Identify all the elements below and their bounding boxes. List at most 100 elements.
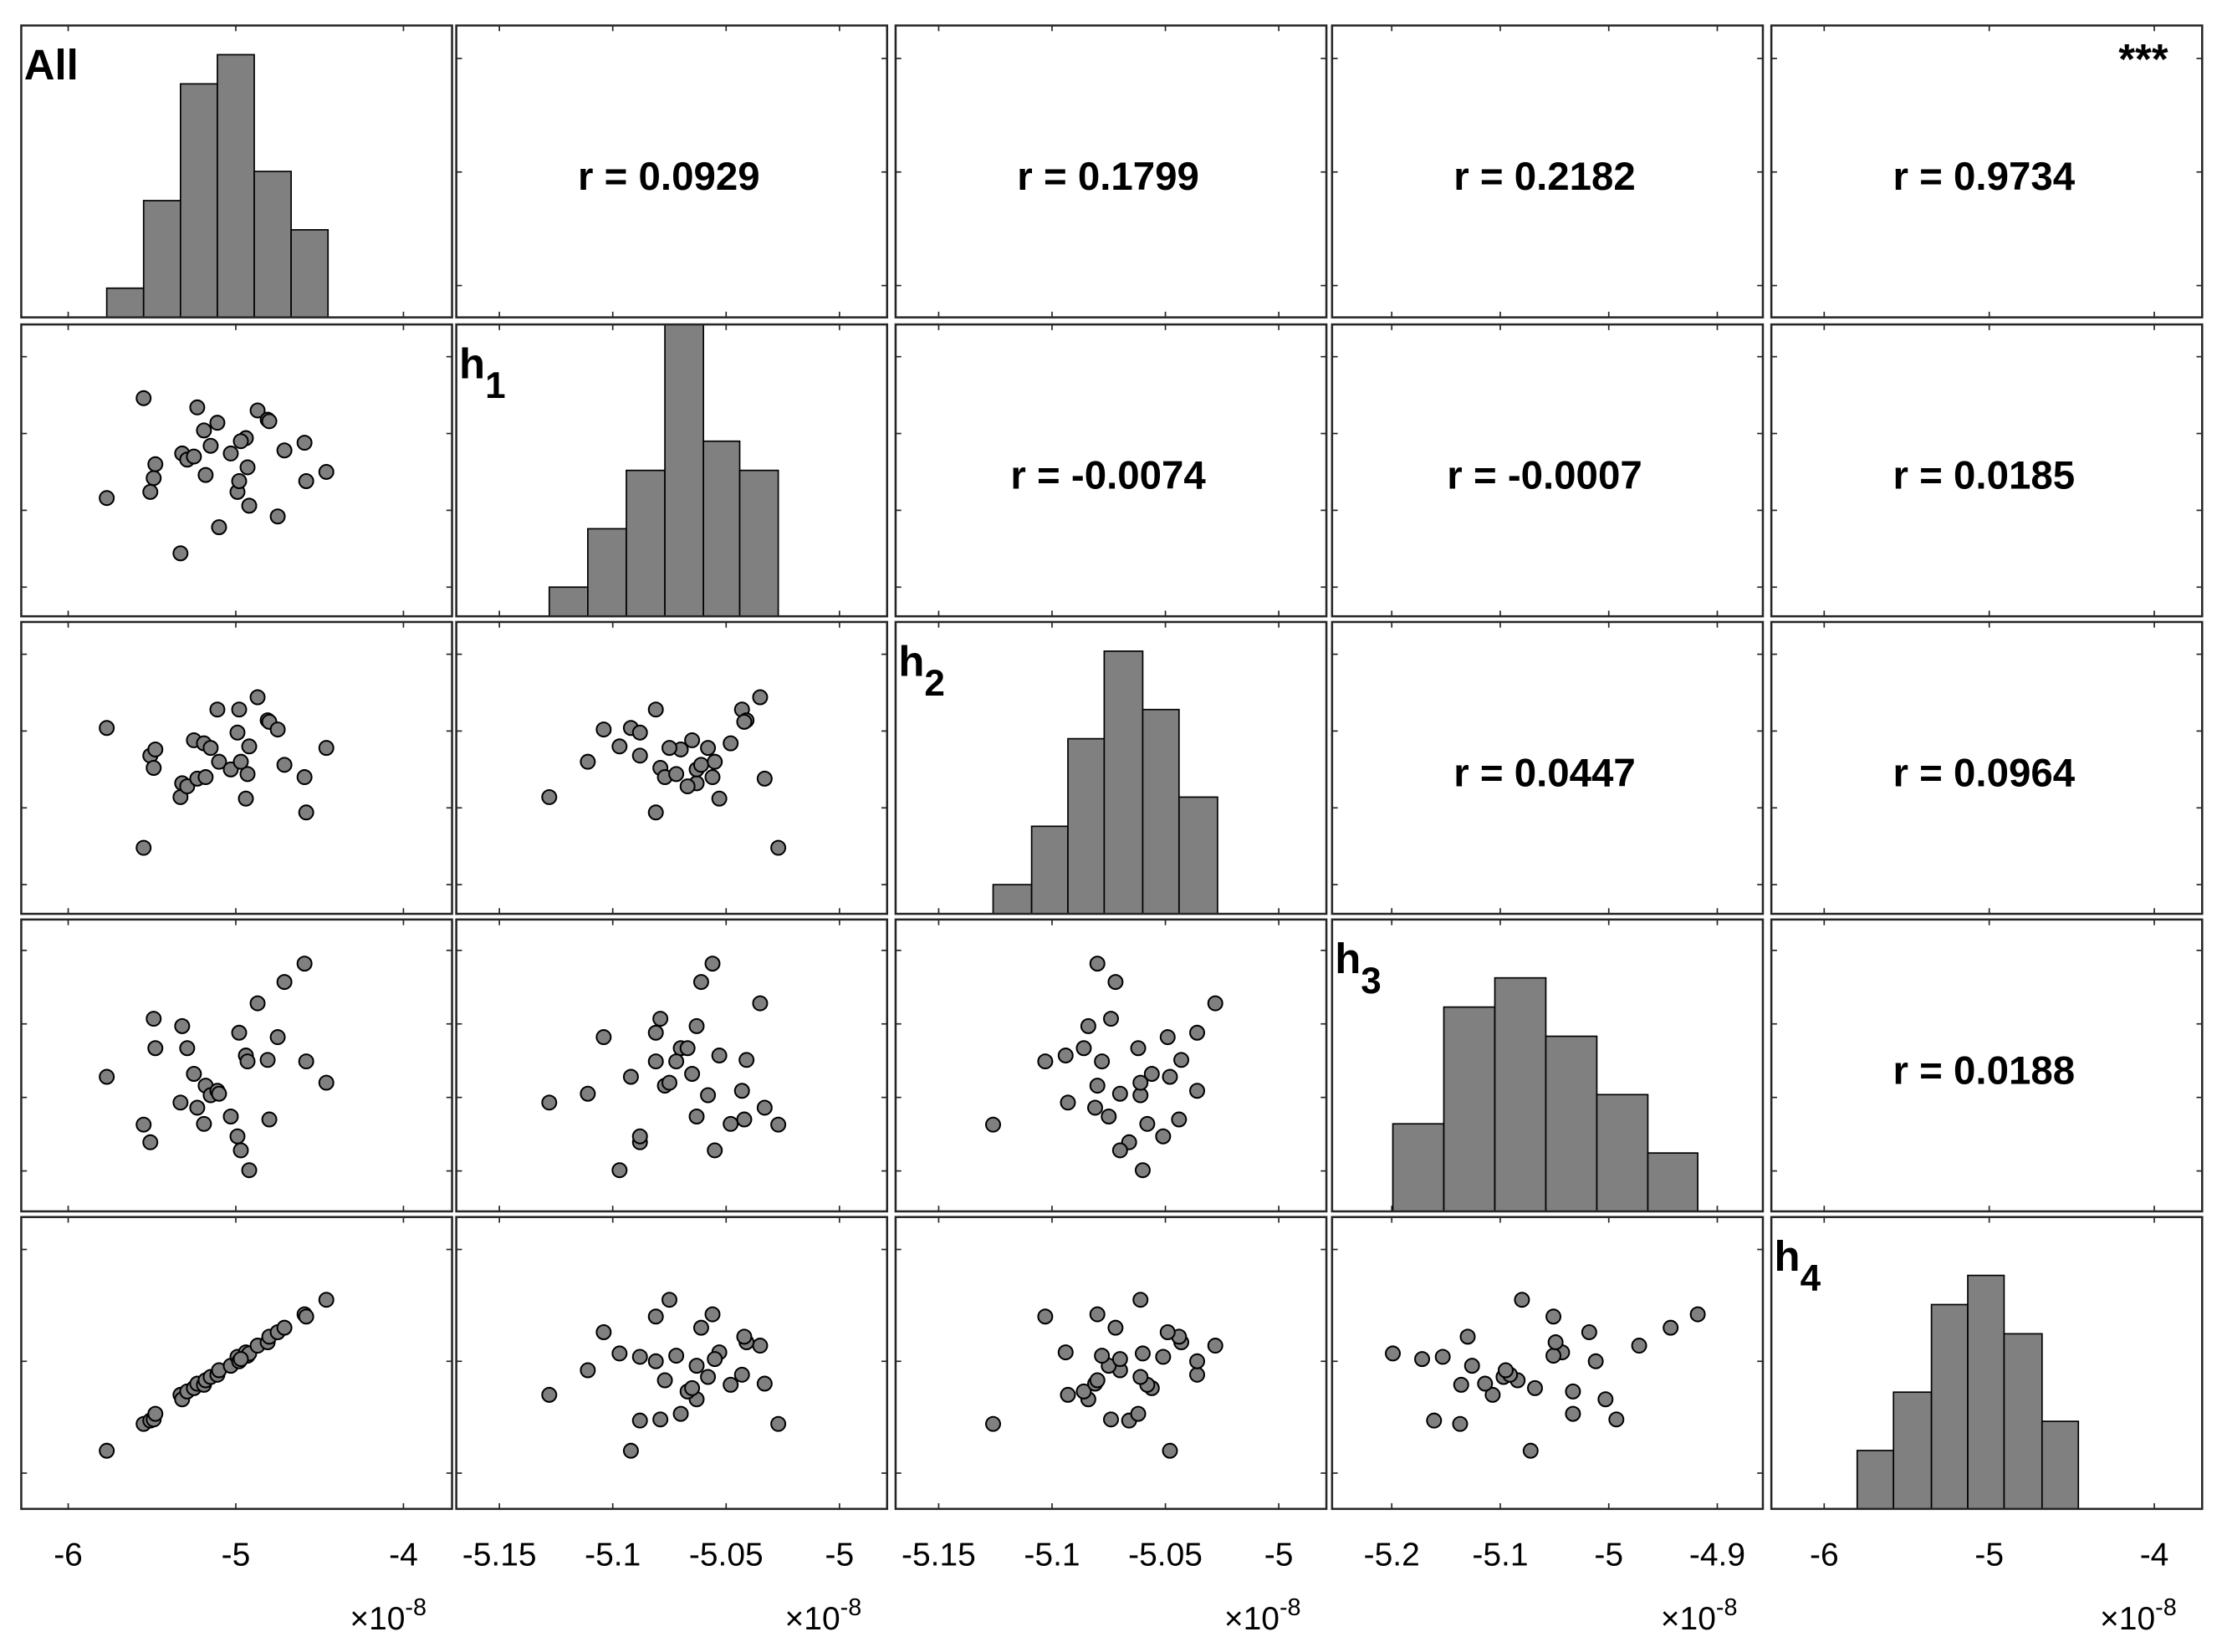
scatter-point [1565,1383,1581,1400]
scatter-point [1452,1415,1469,1432]
scatter-point [261,413,278,430]
scatter-point [1545,1308,1562,1325]
scatter-point [241,738,258,755]
scatter-point [700,1369,717,1385]
scatter-point [595,721,612,738]
scatter-point [189,399,206,416]
correlation-label: r = -0.0007 [1447,454,1642,498]
axis-multiplier: ×10-8 [785,1594,862,1637]
x-tick-label: -5 [825,1537,855,1573]
histogram-bar [992,884,1033,915]
multiplier-exponent: -8 [1280,1594,1301,1621]
panel-frame [1770,323,2204,618]
scatter-point [647,701,664,718]
scatter-point [770,1116,787,1133]
scatter-point [196,422,212,439]
histogram-bar [1930,1303,1969,1510]
variable-subscript: 3 [1361,961,1381,1002]
scatter-point [1162,1068,1178,1085]
panel-frame [1770,1216,2204,1511]
variable-label: All [24,41,79,89]
scatter-point [135,839,152,856]
scatter-point [318,463,335,480]
scatter-point [688,1017,705,1034]
panel-frame [20,918,453,1213]
scatter-point [276,757,293,773]
scatter-point [1155,1128,1172,1145]
scatter-point [1057,1048,1074,1064]
scatter-point [1497,1362,1514,1379]
variable-subscript: 2 [924,663,944,704]
scatter-point [1414,1351,1431,1368]
x-tick-label: -5 [1974,1537,2004,1573]
scatter-point [269,721,286,738]
panel-frame [1770,24,2204,319]
scatter-point [147,741,164,757]
scatter-point [668,1348,685,1364]
scatter-point [652,1011,669,1027]
scatter-point [318,1292,335,1308]
scatter-point [146,470,162,487]
scatter-point [688,1358,705,1374]
histogram-bar [1647,1152,1698,1212]
scatter-point [647,1353,664,1369]
scatter-point [1060,1386,1076,1403]
multiplier-exponent: -8 [1716,1594,1738,1621]
scatter-point [231,1024,248,1041]
scatter-point [668,766,685,783]
axis-multiplier: ×10-8 [1224,1594,1301,1637]
scatter-point [269,508,286,525]
scatter-point [1089,1372,1106,1389]
scatter-point [135,1116,152,1133]
x-tick-label: -5.15 [902,1537,976,1573]
scatter-point [1631,1338,1647,1354]
scatter-point [1189,1353,1206,1369]
scatter-point [668,1053,685,1070]
scatter-point [736,713,753,730]
variable-name: All [24,41,79,89]
scatter-point [723,1115,739,1132]
panel-frame [894,24,1328,319]
scatter-point [723,735,739,752]
scatter-point [622,1442,639,1459]
scatter-point [752,1338,769,1354]
scatter-point [298,473,314,489]
variable-label: h2 [898,637,945,704]
scatter-point [1075,1383,1092,1400]
multiplier-base: ×10 [1661,1601,1716,1637]
scatter-point [1581,1324,1597,1340]
scatter-point [679,1040,696,1057]
scatter-point [1162,1442,1178,1459]
histogram-bar [1856,1450,1895,1510]
scatter-point [692,1319,709,1336]
scatter-point [679,778,696,795]
scatter-point [1132,1074,1149,1091]
scatter-point [298,804,314,821]
scatter-point [1526,1379,1543,1396]
histogram-bar [1596,1094,1649,1212]
scatter-point [580,1085,596,1102]
scatter-point [1426,1412,1443,1429]
scatter-point [99,720,115,737]
x-tick-label: -4 [389,1537,418,1573]
scatter-point [189,1099,206,1116]
scatter-point [239,1053,256,1070]
scatter-point [707,753,723,770]
scatter-point [770,1415,787,1432]
variable-name: h [1335,935,1361,982]
scatter-point [661,1292,677,1308]
scatter-point [1434,1349,1451,1365]
axis-multiplier: ×10-8 [2100,1594,2177,1637]
correlation-label: r = 0.0929 [578,155,760,199]
x-tick-label: -5 [222,1537,251,1573]
scatter-point [202,740,219,757]
scatter-point [1385,1345,1401,1362]
scatter-point [296,956,313,972]
scatter-point [211,753,227,770]
scatter-point [985,1116,1002,1133]
scatter-point [684,1066,701,1083]
scatter-point [595,1029,612,1046]
x-tick-label: -5.05 [689,1537,764,1573]
scatter-point [1139,1115,1156,1132]
multiplier-base: ×10 [1224,1601,1280,1637]
